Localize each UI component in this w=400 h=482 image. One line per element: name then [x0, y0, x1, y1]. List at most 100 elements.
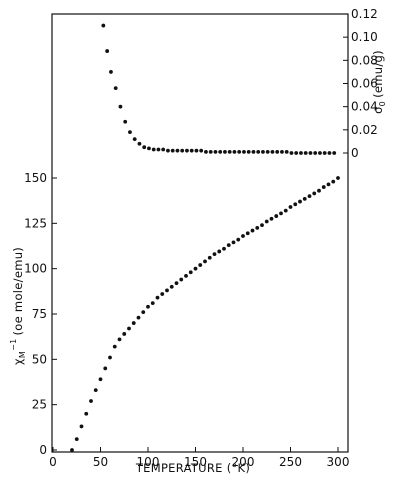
chi-inverse-point [293, 202, 298, 207]
y-right-tick-label: 0.04 [351, 100, 378, 114]
y-right-unit: (emu/g) [371, 50, 385, 98]
chi-inverse-point [288, 205, 293, 209]
chi-inverse-point [298, 199, 302, 204]
y-left-superscript: −1 [9, 339, 18, 351]
sigma-point [109, 70, 113, 74]
chi-inverse-point [217, 249, 222, 254]
chi-inverse-point [283, 208, 288, 213]
sigma-point [185, 148, 189, 153]
y-right-subscript: 0 [378, 101, 387, 106]
sigma-point [280, 149, 284, 154]
chi-inverse-point [103, 366, 108, 371]
x-tick-label: 150 [184, 455, 207, 469]
chi-inverse-point [264, 219, 269, 224]
chi-inverse-point [150, 301, 155, 306]
chi-inverse-point [174, 281, 179, 286]
chi-inverse-point [207, 255, 212, 260]
y-left-tick-label: 100 [24, 262, 47, 276]
x-tick-label: 100 [137, 455, 160, 469]
sigma-point [194, 148, 199, 153]
chi-inverse-point [112, 344, 117, 349]
sigma-point [101, 23, 106, 28]
chi-inverse-point [203, 259, 207, 264]
y-left-axis-label: χM−1 (oe mole/emu) [9, 247, 27, 365]
sigma-point [218, 149, 223, 154]
chi-inverse-point [269, 216, 274, 221]
series-magnetization [101, 23, 337, 155]
chi-inverse-point [79, 424, 84, 429]
sigma-point [232, 149, 237, 154]
sigma-point [322, 151, 327, 155]
y-left-tick-label: 150 [24, 171, 47, 185]
sigma-point [270, 149, 275, 154]
chart-frame [51, 13, 349, 453]
sigma-point [251, 149, 256, 154]
sigma-point [242, 149, 246, 154]
chi-inverse-point [93, 388, 98, 393]
x-axis-label: TEMPERATURE (°K) [135, 461, 250, 475]
sigma-point [156, 147, 161, 152]
chi-inverse-point [179, 277, 184, 282]
chi-inverse-point [89, 399, 93, 403]
sigma-point [113, 86, 118, 91]
y-left-tick-label: 125 [24, 216, 47, 230]
chi-inverse-point [74, 437, 79, 442]
y-right-tick-label: 0 [351, 146, 359, 160]
sigma-point [327, 151, 332, 155]
y-right-tick-label: 0.06 [351, 77, 378, 91]
x-tick-label: 200 [232, 455, 255, 469]
chi-inverse-point [307, 194, 312, 199]
chi-inverse-point [131, 321, 136, 325]
sigma-point [223, 149, 227, 154]
chi-inverse-point [122, 332, 127, 336]
sigma-point [151, 147, 156, 152]
chi-inverse-point [321, 185, 326, 189]
chi-inverse-point [165, 288, 169, 293]
y-left-tick-label: 75 [32, 307, 47, 321]
sigma-point [265, 149, 270, 154]
chi-inverse-point [188, 270, 193, 275]
chi-inverse-point [70, 448, 74, 452]
chi-inverse-point [317, 188, 321, 193]
sigma-point [180, 148, 185, 153]
sigma-point [175, 148, 180, 153]
chi-inverse-point [184, 274, 188, 278]
sigma-point [189, 148, 194, 153]
sigma-point [170, 148, 175, 153]
sigma-point [137, 141, 142, 146]
x-tick-label: 300 [327, 455, 350, 469]
x-tick-label: 250 [279, 455, 302, 469]
chi-inverse-point [160, 292, 165, 296]
chi-inverse-point [331, 179, 336, 184]
y-right-tick-label: 0.02 [351, 123, 378, 137]
sigma-point [318, 151, 322, 155]
sigma-point [123, 119, 128, 124]
y-left-tick-label: 25 [32, 398, 47, 412]
chi-inverse-point [117, 337, 122, 342]
sigma-point [289, 151, 294, 155]
y-right-tick-label: 0.08 [351, 53, 378, 67]
chi-inverse-point [312, 191, 317, 196]
series-inverse-susceptibility [70, 176, 340, 452]
chi-inverse-point [226, 243, 231, 247]
sigma-point [313, 151, 318, 155]
sigma-point [105, 49, 110, 53]
chi-inverse-point [108, 355, 112, 360]
chi-inverse-point [155, 295, 160, 300]
x-tick-label: 50 [93, 455, 108, 469]
y-right-axis-ticks: 0 0.02 0.04 0.06 0.08 0.10 0.12 [343, 7, 378, 160]
chi-inverse-point [274, 214, 279, 218]
chi-inverse-point [146, 304, 150, 309]
sigma-point [261, 149, 265, 154]
sigma-point [227, 149, 232, 154]
chi-inverse-point [245, 231, 250, 236]
chi-inverse-point [241, 234, 245, 238]
sigma-point [299, 151, 303, 155]
sigma-point [132, 137, 137, 142]
sigma-point [204, 149, 208, 154]
y-right-symbol: σ [371, 106, 385, 114]
chi-inverse-point [193, 266, 198, 271]
sigma-point [161, 147, 166, 152]
chi-inverse-point [326, 182, 331, 187]
chi-inverse-point [198, 263, 203, 267]
